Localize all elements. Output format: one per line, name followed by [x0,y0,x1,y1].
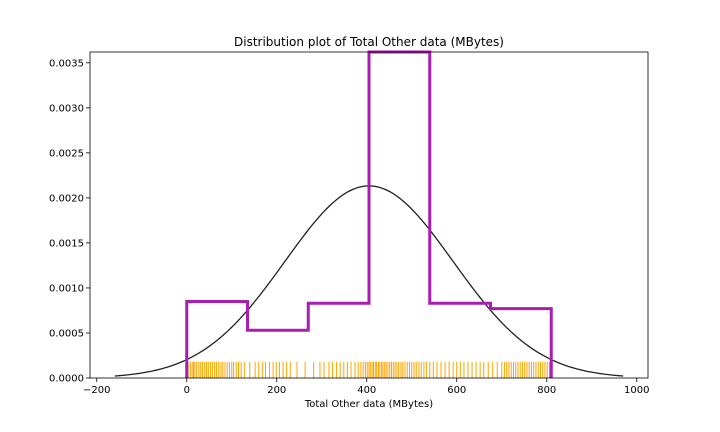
y-tick-label: 0.0020 [49,193,84,204]
x-tick-label: 1000 [624,385,649,396]
x-tick-label: 200 [267,385,286,396]
rug-marks [187,361,552,378]
x-tick-label: 800 [537,385,556,396]
y-tick-label: 0.0025 [49,148,84,159]
x-tick-label: 600 [447,385,466,396]
histogram-step [185,50,553,378]
x-tick-label: −200 [83,385,110,396]
chart-title: Distribution plot of Total Other data (M… [234,35,504,49]
x-axis: −200 0 200 400 600 800 1000 [83,378,649,396]
x-axis-label: Total Other data (MBytes) [304,399,433,410]
y-tick-label: 0.0030 [49,103,84,114]
x-tick-label: 0 [184,385,190,396]
y-tick-label: 0.0005 [49,328,84,339]
x-tick-label: 400 [357,385,376,396]
y-tick-label: 0.0015 [49,238,84,249]
y-axis: 0.0000 0.0005 0.0010 0.0015 0.0020 0.0025 0.00… [49,58,90,385]
y-tick-label: 0.0000 [49,374,84,385]
y-tick-label: 0.0035 [49,58,84,69]
plot-frame [89,51,649,379]
y-tick-label: 0.0010 [49,283,84,294]
